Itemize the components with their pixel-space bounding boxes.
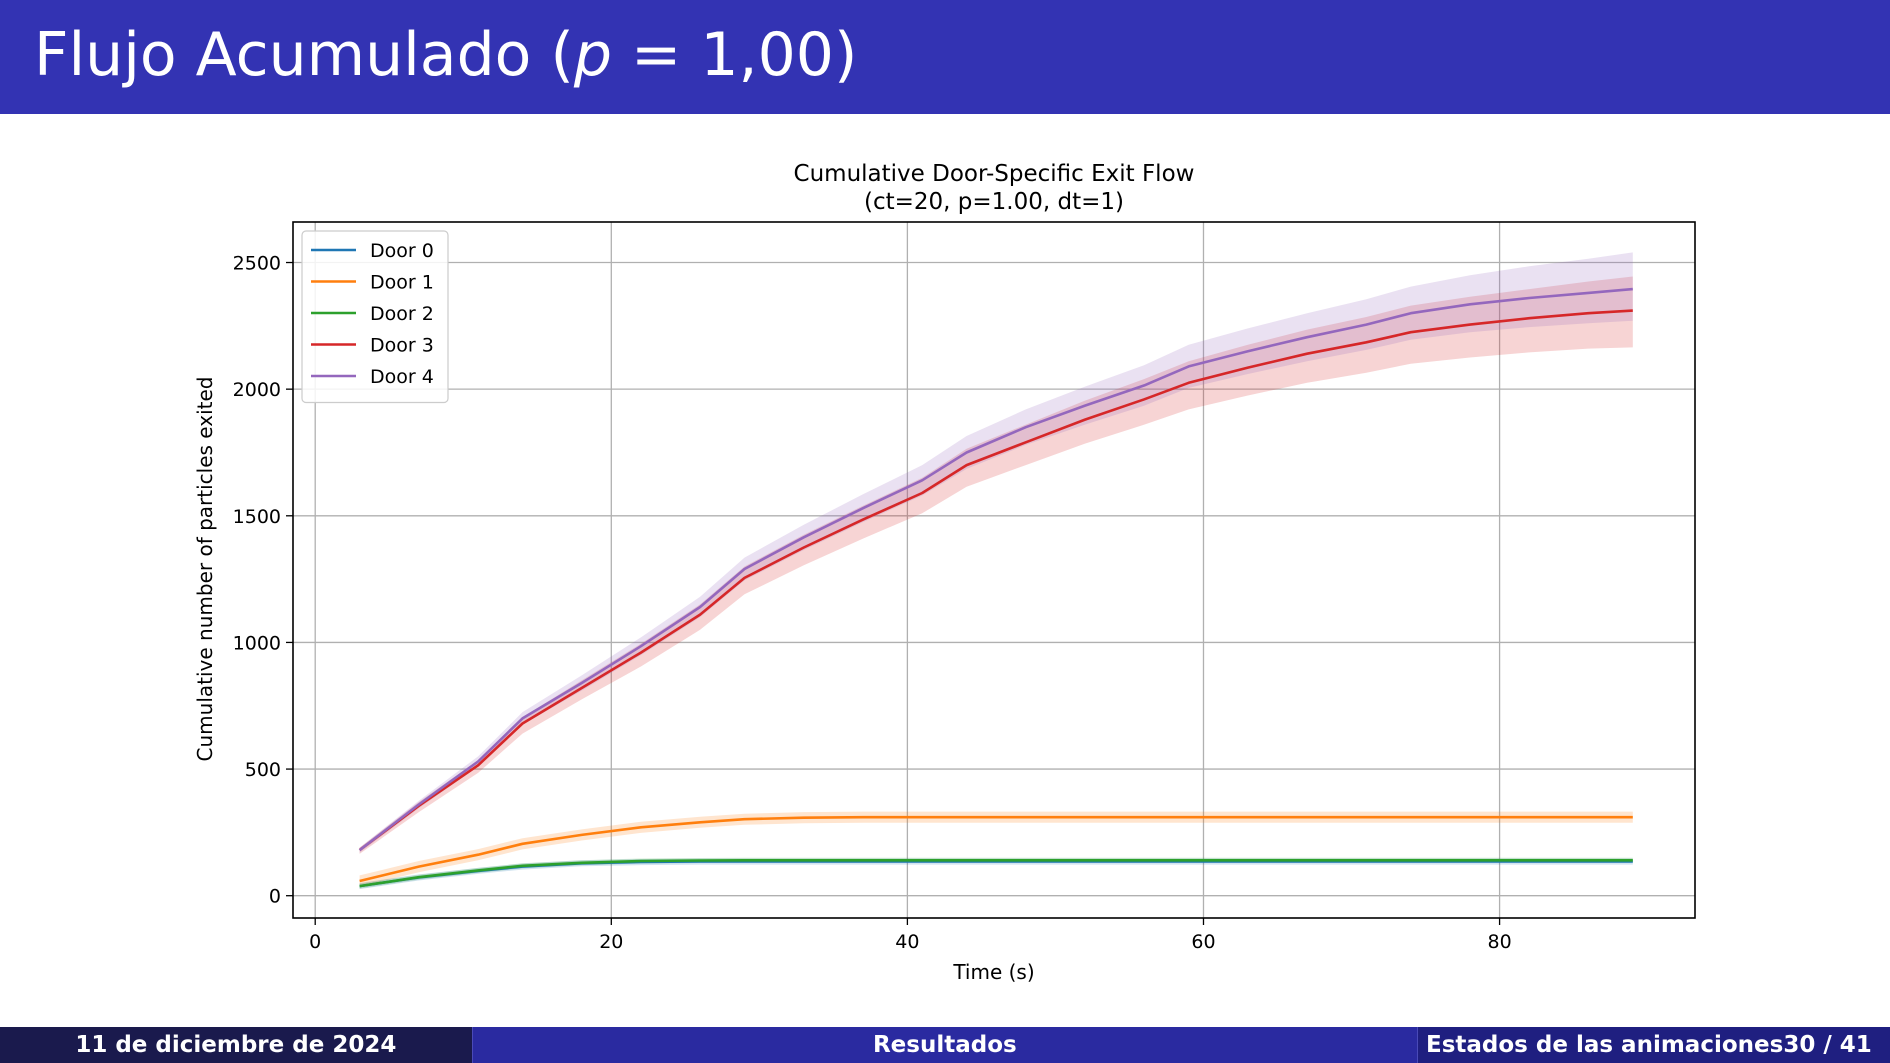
plot-frame	[292, 221, 1696, 919]
chart-subtitle: (ct=20, p=1.00, dt=1)	[864, 189, 1124, 215]
slide-footer: 11 de diciembre de 2024 Resultados Estad…	[0, 1027, 1890, 1063]
chart-title: Cumulative Door-Specific Exit Flow	[794, 161, 1195, 187]
footer-page-number: 30 / 41	[1783, 1032, 1872, 1058]
slide-title-prefix: Flujo Acumulado (	[34, 20, 574, 90]
footer-subsection: Estados de las animaciones	[1426, 1032, 1784, 1058]
door-3-band	[359, 276, 1633, 854]
y-tick-label: 2500	[233, 253, 281, 275]
slide-title: Flujo Acumulado (p = 1,00)	[34, 22, 857, 88]
y-axis-ticks: 0 500 1000 1500 2000 2500	[233, 253, 293, 908]
slide-title-suffix: = 1,00)	[611, 20, 858, 90]
legend-label-door-3: Door 3	[370, 335, 434, 357]
legend-label-door-1: Door 1	[370, 272, 434, 294]
x-tick-label: 0	[309, 931, 321, 953]
door-4-line	[358, 287, 1633, 852]
legend: Door 0 Door 1 Door 2 Door 3 Door 4	[301, 230, 449, 404]
legend-box	[301, 230, 449, 404]
legend-label-door-2: Door 2	[370, 303, 434, 325]
x-tick-label: 20	[599, 931, 623, 953]
door-4-band	[359, 252, 1633, 853]
chart-area: Cumulative Door-Specific Exit Flow (ct=2…	[0, 114, 1890, 1027]
footer-right: Estados de las animaciones 30 / 41	[1417, 1027, 1890, 1063]
series-lines	[358, 287, 1633, 888]
y-tick-label: 500	[245, 759, 281, 781]
x-tick-label: 80	[1487, 931, 1511, 953]
door-1-band	[359, 811, 1633, 887]
footer-section: Resultados	[471, 1027, 1417, 1063]
slide-title-variable: p	[573, 20, 612, 90]
legend-label-door-0: Door 0	[370, 240, 434, 262]
door-2-line	[359, 858, 1633, 888]
y-tick-label: 2000	[233, 379, 281, 401]
confidence-bands	[359, 252, 1633, 890]
door-3-line	[358, 309, 1633, 852]
grid-lines	[293, 222, 1695, 918]
y-tick-label: 1000	[233, 632, 281, 654]
cumulative-exit-flow-chart: Cumulative Door-Specific Exit Flow (ct=2…	[193, 161, 1696, 984]
slide-header: Flujo Acumulado (p = 1,00)	[0, 0, 1890, 114]
x-tick-label: 60	[1191, 931, 1215, 953]
y-axis-label: Cumulative number of particles exited	[193, 377, 217, 762]
legend-label-door-4: Door 4	[370, 366, 434, 388]
footer-date: 11 de diciembre de 2024	[0, 1027, 472, 1063]
door-1-line	[359, 815, 1633, 883]
x-tick-label: 40	[895, 931, 919, 953]
y-tick-label: 1500	[233, 506, 281, 528]
y-tick-label: 0	[269, 886, 281, 908]
x-axis-label: Time (s)	[952, 960, 1034, 984]
x-axis-ticks: 0 20 40 60 80	[309, 918, 1512, 953]
